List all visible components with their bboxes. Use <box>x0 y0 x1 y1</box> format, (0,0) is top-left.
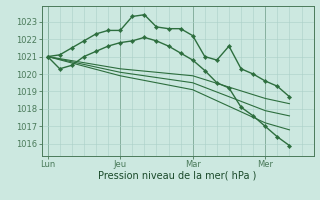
X-axis label: Pression niveau de la mer( hPa ): Pression niveau de la mer( hPa ) <box>99 171 257 181</box>
